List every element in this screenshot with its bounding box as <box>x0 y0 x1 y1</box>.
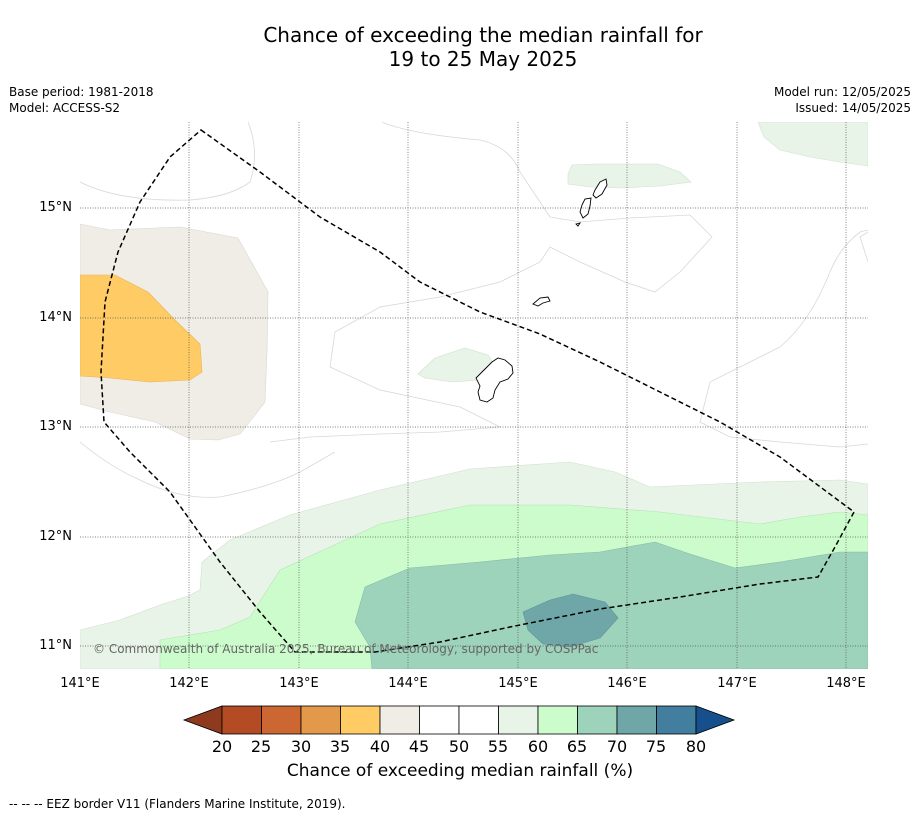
title-line-1: Chance of exceeding the median rainfall … <box>263 23 703 47</box>
cb-tick-60: 60 <box>527 737 549 756</box>
colorbar-segment <box>221 705 262 735</box>
colorbar-segment <box>577 705 618 735</box>
colorbar-segment <box>379 705 420 735</box>
guam-island <box>475 357 514 403</box>
eez-border <box>100 129 855 653</box>
issued-date: Issued: 14/05/2025 <box>795 101 911 115</box>
cb-tick-55: 55 <box>487 737 509 756</box>
colorbar-segment <box>340 705 381 735</box>
colorbar-segment <box>537 705 578 735</box>
colorbar-segment <box>419 705 460 735</box>
cb-tick-20: 20 <box>211 737 233 756</box>
lon-label-145: 145°E <box>498 676 538 691</box>
cb-tick-50: 50 <box>448 737 470 756</box>
colorbar-segment <box>656 705 697 735</box>
cb-tick-65: 65 <box>566 737 588 756</box>
lat-label-15: 15°N <box>39 200 72 215</box>
cb-tick-70: 70 <box>606 737 628 756</box>
island-coastlines <box>475 178 608 403</box>
region-35-40 <box>80 274 203 383</box>
colorbar-extend-high <box>695 705 736 735</box>
colorbar-segment <box>498 705 539 735</box>
region-65-70 <box>354 541 868 669</box>
lon-label-143: 143°E <box>279 676 319 691</box>
colorbar-segment <box>458 705 499 735</box>
lat-label-12: 12°N <box>39 529 72 544</box>
colorbar-extend-low <box>182 705 223 735</box>
copyright-notice: © Commonwealth of Australia 2025, Bureau… <box>93 642 598 656</box>
colorbar-label: Chance of exceeding median rainfall (%) <box>286 761 634 781</box>
rainfall-map: © Commonwealth of Australia 2025, Bureau… <box>80 122 868 669</box>
gridlines <box>80 122 868 669</box>
region-70-75 <box>522 593 619 648</box>
colorbar <box>182 705 736 735</box>
contour-lines <box>80 122 868 498</box>
cb-tick-40: 40 <box>369 737 391 756</box>
eez-footer-note: -- -- -- EEZ border V11 (Flanders Marine… <box>9 797 346 811</box>
cb-tick-75: 75 <box>645 737 667 756</box>
lat-label-14: 14°N <box>39 310 72 325</box>
title-line-2: 19 to 25 May 2025 <box>388 47 578 71</box>
base-period: Base period: 1981-2018 <box>9 85 154 99</box>
rota-island <box>532 296 551 307</box>
lon-label-141: 141°E <box>60 676 100 691</box>
cb-tick-80: 80 <box>685 737 707 756</box>
region-55-60-north-2 <box>757 122 868 167</box>
lon-label-142: 142°E <box>169 676 209 691</box>
aguijan-islet <box>575 222 582 227</box>
region-55-60-north-1 <box>567 163 692 189</box>
model-run: Model run: 12/05/2025 <box>773 85 911 99</box>
lat-label-13: 13°N <box>39 419 72 434</box>
colorbar-segment <box>616 705 657 735</box>
lat-label-11: 11°N <box>39 638 72 653</box>
lon-label-146: 146°E <box>607 676 647 691</box>
colorbar-segment <box>300 705 341 735</box>
cb-tick-25: 25 <box>250 737 272 756</box>
lon-label-147: 147°E <box>717 676 757 691</box>
model-name: Model: ACCESS-S2 <box>9 101 121 115</box>
cb-tick-30: 30 <box>290 737 312 756</box>
cb-tick-45: 45 <box>408 737 430 756</box>
saipan-island <box>592 178 608 199</box>
cb-tick-35: 35 <box>329 737 351 756</box>
lon-label-144: 144°E <box>388 676 428 691</box>
lon-label-148: 148°E <box>826 676 866 691</box>
colorbar-segment <box>261 705 302 735</box>
